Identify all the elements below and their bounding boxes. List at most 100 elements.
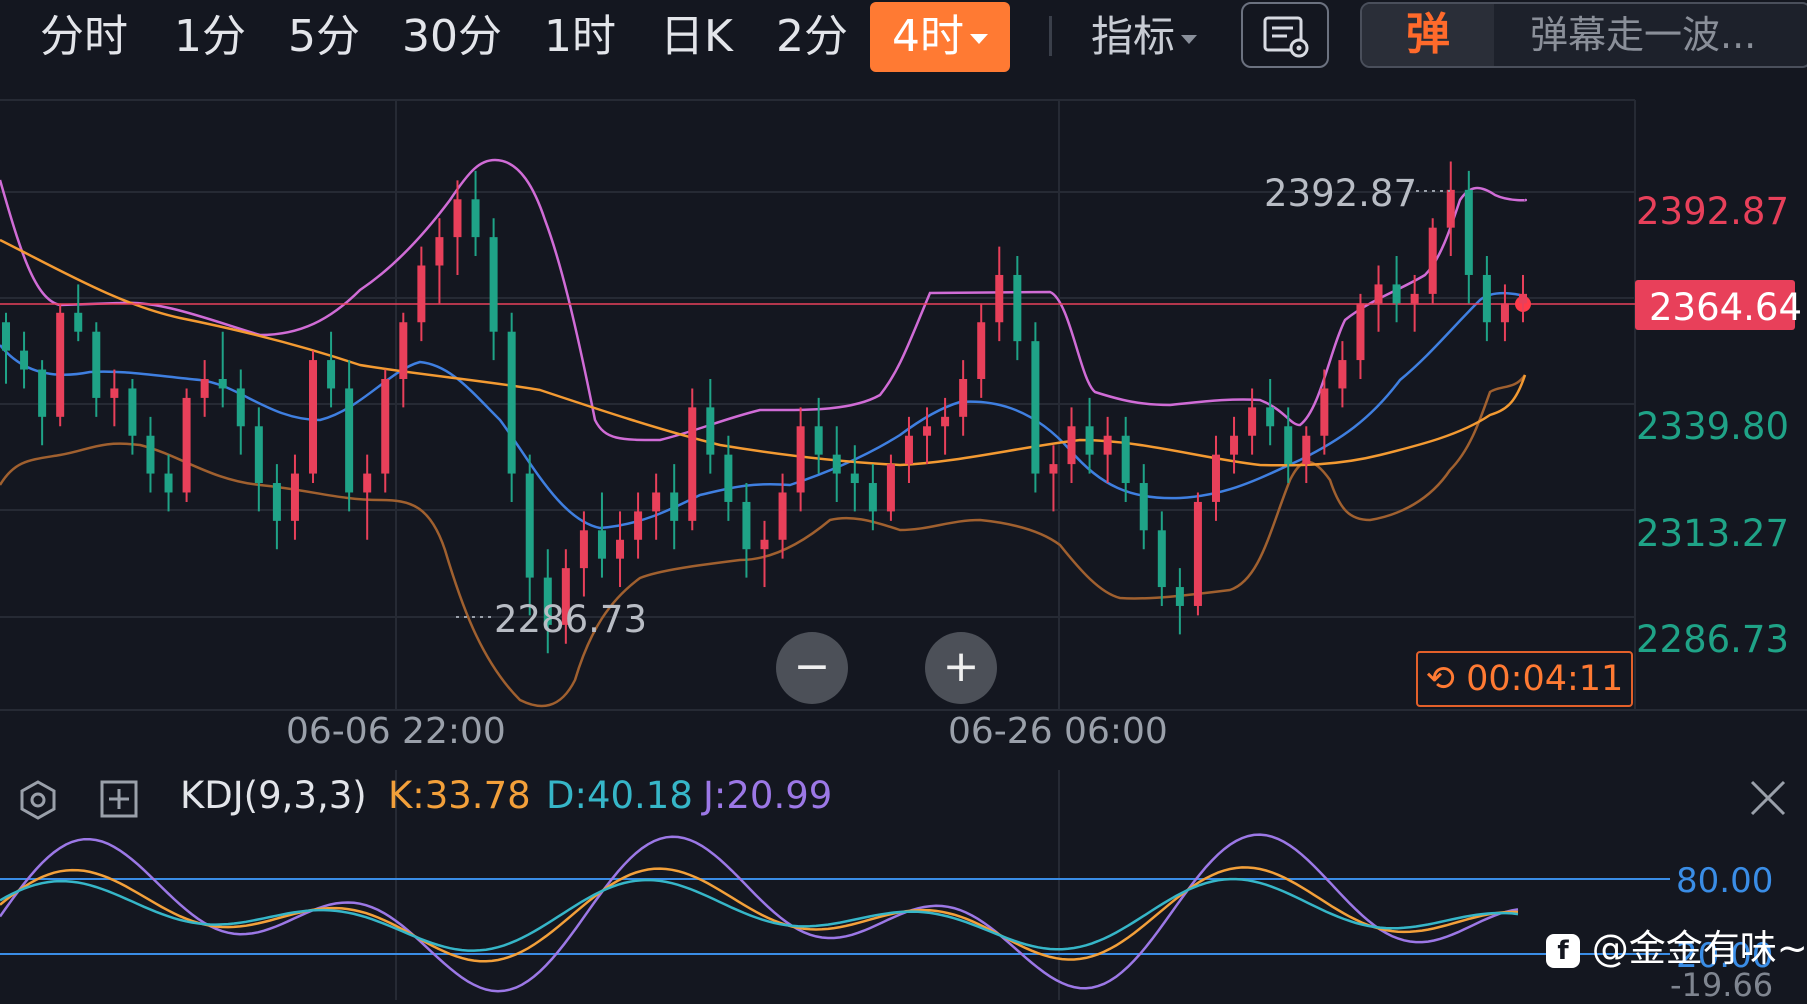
danmu-bar: 弹 弹幕走一波... — [1360, 2, 1807, 68]
period-30min-tab[interactable]: 30分 — [402, 11, 502, 62]
candle-body — [110, 388, 119, 398]
low-annotation: 2286.73 — [494, 598, 648, 641]
zoom-in-button[interactable]: + — [925, 632, 997, 704]
social-logo-icon: f — [1546, 933, 1580, 968]
candle-body — [1519, 293, 1527, 304]
candle-body — [1193, 501, 1202, 606]
candle-body — [814, 426, 823, 455]
candle-body — [688, 407, 697, 521]
current-price-tag: 2364.64 — [1635, 280, 1802, 330]
candle-body — [272, 483, 281, 521]
candle-body — [1230, 435, 1239, 455]
candle-body — [525, 473, 534, 578]
candle-body — [1284, 426, 1293, 465]
kdj-j-line — [0, 833, 1519, 993]
indicator-dropdown[interactable]: 指标 — [1091, 8, 1198, 66]
candle-body — [399, 322, 408, 379]
chart-grid — [0, 99, 1807, 1000]
current-price-value: 2364.64 — [1649, 286, 1803, 329]
candle-body — [579, 530, 588, 569]
kdj-j-value: J:20.99 — [703, 774, 833, 817]
candle-body — [1031, 341, 1040, 474]
candle-body — [1356, 303, 1365, 361]
candle-body — [616, 539, 625, 559]
candle-body — [236, 388, 245, 427]
candle-body — [904, 435, 913, 465]
candle-body — [345, 388, 354, 493]
price-axis-4: 2313.27 — [1635, 512, 1789, 555]
candle-body — [1464, 189, 1473, 275]
kdj-axis-80: 80.00 — [1676, 861, 1774, 901]
candle-body — [941, 416, 950, 427]
period-toolbar: 分时 1分 5分 30分 1时 日K 2分 4时 指标 弹 弹幕走一波... — [0, 0, 1807, 86]
high-annotation: 2392.87 — [1264, 172, 1418, 215]
kdj-lines — [0, 833, 1519, 993]
danmu-input[interactable]: 弹幕走一波... — [1530, 13, 1757, 57]
candle-body — [1157, 530, 1166, 588]
indicator-settings-icon[interactable] — [14, 776, 62, 824]
kdj-d-value: D:40.18 — [546, 774, 693, 817]
chart-settings-icon — [1263, 16, 1309, 58]
candle-body — [724, 454, 733, 502]
period-1min-tab[interactable]: 1分 — [174, 11, 246, 62]
close-indicator-icon[interactable] — [1748, 778, 1788, 818]
candle-body — [561, 568, 570, 625]
watermark: f @金金有味~ — [1546, 918, 1807, 972]
candle-body — [218, 378, 227, 389]
period-fenshi-tab[interactable]: 分时 — [40, 11, 128, 62]
candle-body — [652, 492, 661, 512]
price-axis-high: 2392.87 — [1635, 190, 1789, 233]
candle-body — [1500, 303, 1509, 323]
candle-body — [850, 473, 859, 484]
price-axis-low: 2286.73 — [1635, 618, 1789, 661]
candle-body — [634, 511, 643, 540]
candle-body — [254, 426, 263, 484]
danmu-toggle-button[interactable]: 弹 — [1362, 4, 1494, 66]
zoom-out-button[interactable]: − — [776, 632, 848, 704]
ma-line — [0, 238, 1527, 467]
candle-body — [381, 378, 390, 474]
candle-body — [1211, 454, 1220, 502]
period-4hour-tab[interactable]: 4时 — [870, 2, 1010, 72]
watermark-text: @金金有味~ — [1591, 927, 1807, 970]
candle-body — [2, 322, 10, 351]
candle-body — [38, 369, 47, 417]
kdj-d-line — [0, 877, 1519, 952]
boll-lower-line — [0, 374, 1527, 708]
candle-body — [56, 312, 65, 417]
candle-body — [200, 378, 209, 398]
candle-body — [1446, 189, 1455, 228]
period-daily-tab[interactable]: 日K — [660, 11, 733, 62]
chart-settings-button[interactable] — [1241, 2, 1329, 68]
add-indicator-icon[interactable] — [96, 776, 142, 822]
candle-body — [363, 473, 372, 493]
kdj-axis-20: 20.00 — [1676, 936, 1774, 976]
candle-body — [1085, 426, 1094, 455]
candles-group — [2, 161, 1527, 654]
candle-body — [1428, 227, 1437, 294]
period-5min-tab[interactable]: 5分 — [288, 11, 360, 62]
period-1hour-tab[interactable]: 1时 — [544, 11, 616, 62]
candle-body — [1266, 407, 1275, 427]
kdj-k-value: K:33.78 — [388, 774, 531, 817]
candle-body — [1302, 435, 1311, 465]
toolbar-divider — [1049, 16, 1052, 56]
candle-body — [128, 388, 137, 436]
candle-body — [1013, 274, 1022, 342]
period-2min-tab[interactable]: 2分 — [776, 11, 848, 62]
candle-body — [1049, 464, 1058, 474]
candle-body — [164, 473, 173, 493]
candle-body — [778, 492, 787, 540]
candle-body — [309, 360, 318, 474]
candle-body — [1338, 360, 1347, 389]
candle-body — [507, 331, 516, 474]
candle-body — [706, 407, 715, 455]
boll-upper-line — [0, 158, 1528, 442]
candle-body — [290, 473, 299, 521]
candle-body — [327, 360, 336, 389]
candle-body — [742, 501, 751, 550]
candle-body — [886, 464, 895, 512]
candle-body — [670, 492, 679, 521]
active-period-label: 4时 — [892, 11, 964, 62]
